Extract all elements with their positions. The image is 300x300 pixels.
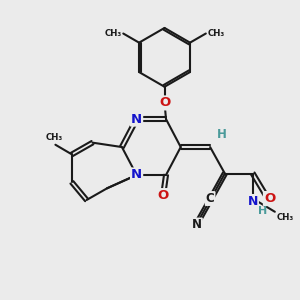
Text: N: N [192,218,202,232]
Text: N: N [131,112,142,126]
Text: C: C [206,192,214,205]
Text: O: O [159,96,170,110]
Text: CH₃: CH₃ [208,29,225,38]
Text: CH₃: CH₃ [104,29,122,38]
Text: N: N [131,169,142,182]
Text: N: N [248,195,258,208]
Text: O: O [264,192,275,205]
Text: H: H [217,128,226,141]
Text: CH₃: CH₃ [276,213,294,222]
Text: CH₃: CH₃ [45,134,63,142]
Text: H: H [258,206,267,216]
Text: O: O [158,189,169,202]
